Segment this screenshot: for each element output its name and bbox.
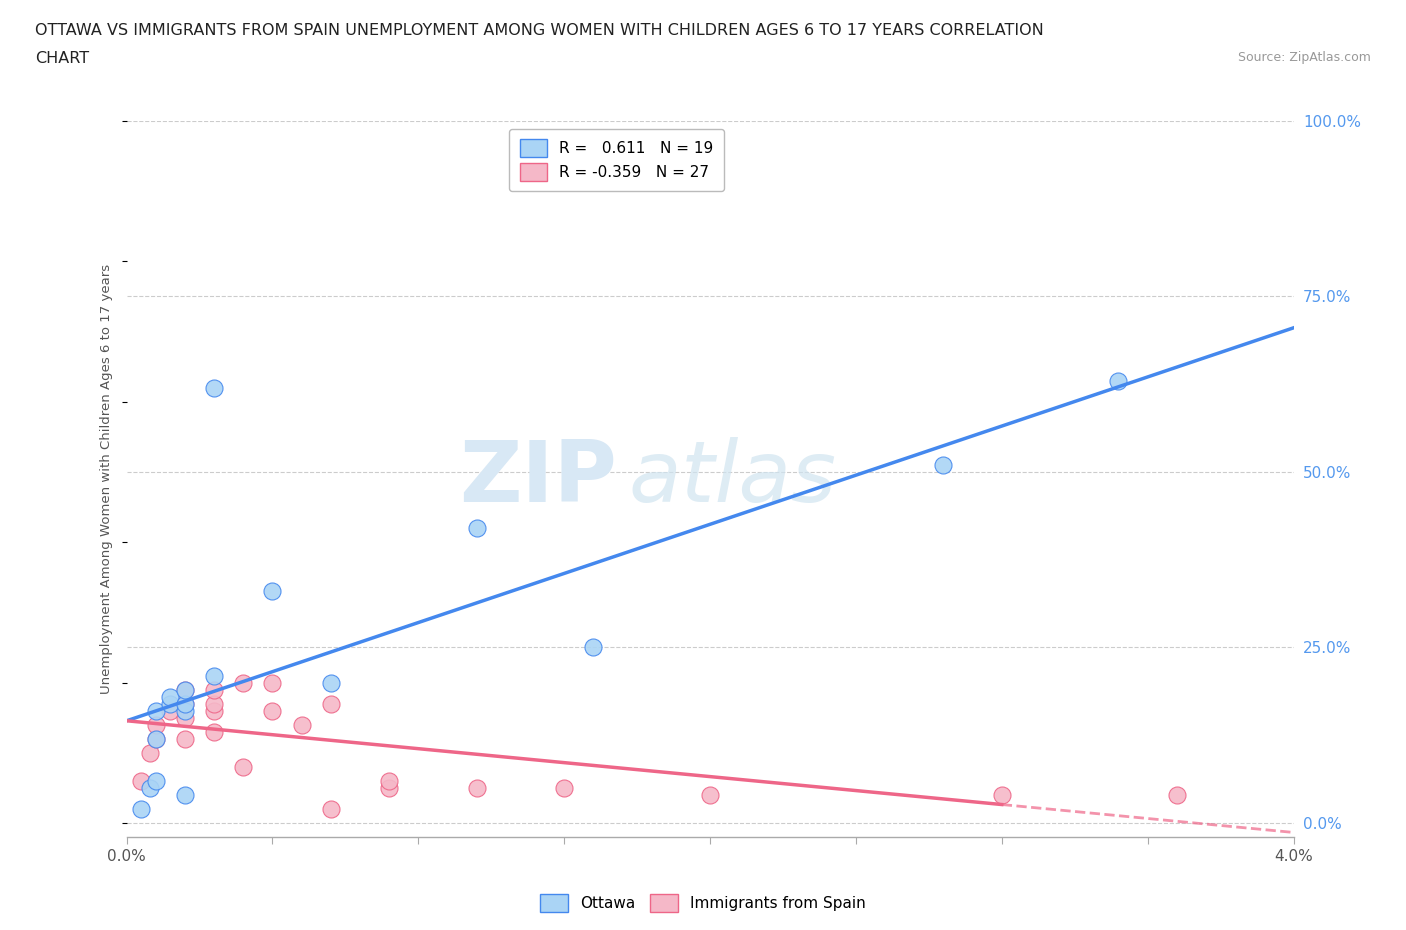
Point	[319, 675, 342, 690]
Point	[202, 724, 225, 739]
Point	[290, 717, 312, 732]
Point	[145, 703, 167, 718]
Point	[129, 802, 152, 817]
Text: ZIP: ZIP	[458, 437, 617, 521]
Point	[145, 731, 167, 746]
Point	[990, 788, 1012, 803]
Point	[145, 717, 167, 732]
Point	[1108, 373, 1130, 388]
Point	[139, 745, 162, 760]
Point	[145, 774, 167, 789]
Point	[202, 697, 225, 711]
Point	[699, 788, 721, 803]
Point	[582, 640, 605, 655]
Point	[174, 731, 197, 746]
Point	[465, 521, 488, 536]
Point	[174, 703, 197, 718]
Text: CHART: CHART	[35, 51, 89, 66]
Point	[262, 675, 284, 690]
Text: atlas: atlas	[628, 437, 837, 521]
Point	[465, 780, 488, 795]
Point	[202, 703, 225, 718]
Legend: Ottawa, Immigrants from Spain: Ottawa, Immigrants from Spain	[534, 888, 872, 918]
Point	[319, 697, 342, 711]
Point	[1166, 788, 1188, 803]
Point	[262, 703, 284, 718]
Point	[378, 774, 401, 789]
Point	[159, 703, 181, 718]
Text: OTTAWA VS IMMIGRANTS FROM SPAIN UNEMPLOYMENT AMONG WOMEN WITH CHILDREN AGES 6 TO: OTTAWA VS IMMIGRANTS FROM SPAIN UNEMPLOY…	[35, 23, 1043, 38]
Point	[932, 458, 955, 472]
Point	[174, 711, 197, 725]
Legend: R =   0.611   N = 19, R = -0.359   N = 27: R = 0.611 N = 19, R = -0.359 N = 27	[509, 128, 724, 192]
Point	[174, 788, 197, 803]
Point	[553, 780, 575, 795]
Point	[129, 774, 152, 789]
Point	[232, 760, 254, 775]
Point	[319, 802, 342, 817]
Point	[145, 731, 167, 746]
Point	[378, 780, 401, 795]
Point	[202, 682, 225, 697]
Point	[139, 780, 162, 795]
Point	[232, 675, 254, 690]
Y-axis label: Unemployment Among Women with Children Ages 6 to 17 years: Unemployment Among Women with Children A…	[100, 264, 114, 694]
Point	[159, 689, 181, 704]
Text: Source: ZipAtlas.com: Source: ZipAtlas.com	[1237, 51, 1371, 64]
Point	[202, 380, 225, 395]
Point	[174, 682, 197, 697]
Point	[174, 697, 197, 711]
Point	[202, 668, 225, 683]
Point	[262, 584, 284, 599]
Point	[159, 697, 181, 711]
Point	[174, 697, 197, 711]
Point	[174, 682, 197, 697]
